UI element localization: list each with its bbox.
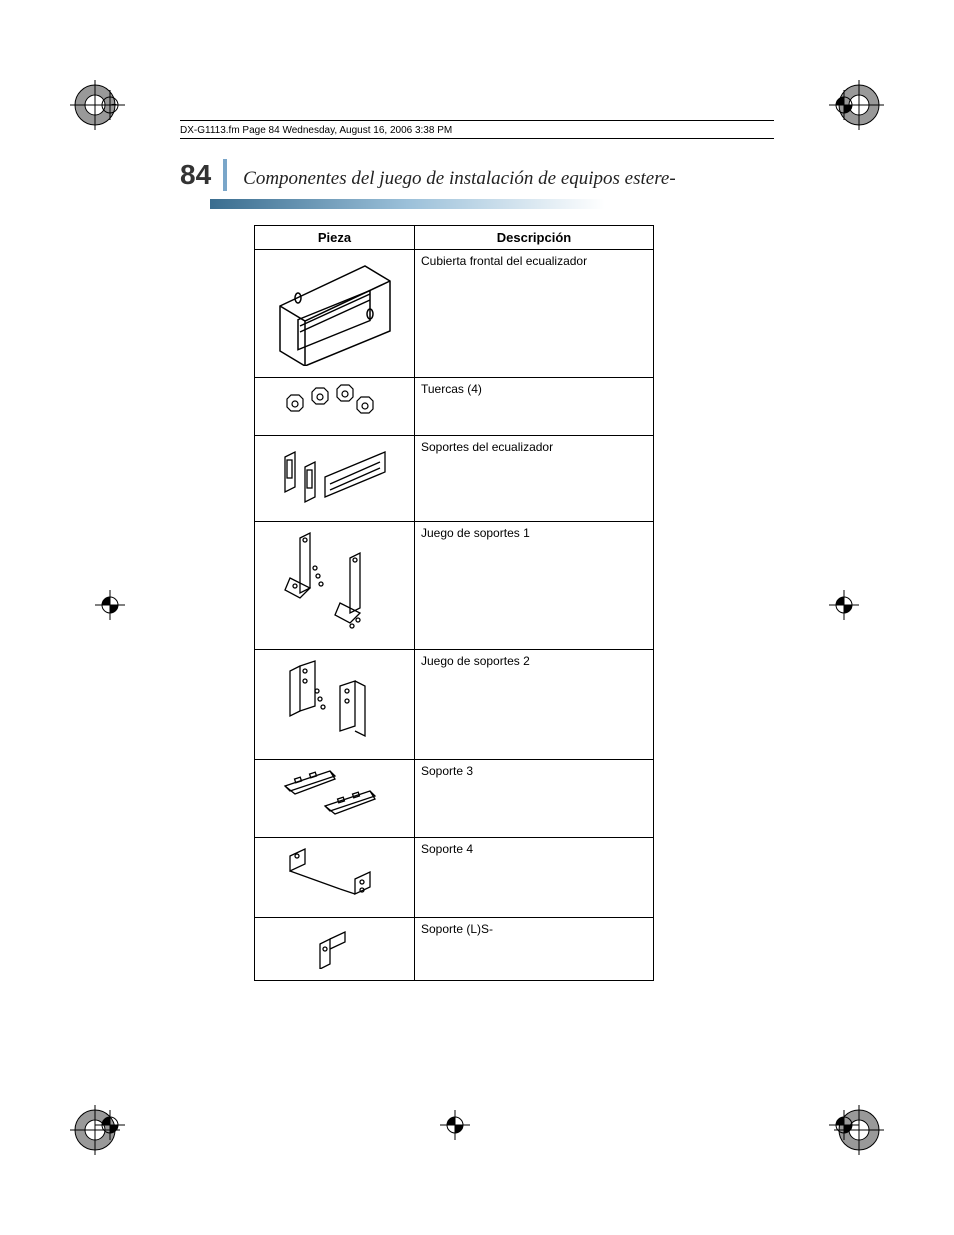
table-header-row: Pieza Descripción: [255, 226, 654, 250]
eq-brackets-icon: [280, 442, 390, 510]
table-row: Soporte (L)S-: [255, 918, 654, 981]
page-title: Componentes del juego de instalación de …: [243, 168, 676, 190]
part-image-cell: [255, 760, 415, 838]
col-pieza: Pieza: [255, 226, 415, 250]
part-desc: Juego de soportes 1: [415, 522, 654, 650]
part-desc: Soporte 3: [415, 760, 654, 838]
crop-mark-icon: [829, 1110, 859, 1140]
part-image-cell: [255, 838, 415, 918]
part-image-cell: [255, 378, 415, 436]
part-image-cell: [255, 522, 415, 650]
part-desc: Soporte 4: [415, 838, 654, 918]
bracket-ls-icon: [310, 924, 360, 969]
table-row: Soporte 4: [255, 838, 654, 918]
parts-table: Pieza Descripción: [254, 225, 654, 981]
part-image-cell: [255, 650, 415, 760]
col-desc: Descripción: [415, 226, 654, 250]
title-gradient: [210, 199, 774, 209]
page-content: DX-G1113.fm Page 84 Wednesday, August 16…: [180, 120, 774, 1105]
bracket3-icon: [280, 766, 390, 826]
page-number: 84: [180, 159, 227, 191]
title-row: 84 Componentes del juego de instalación …: [180, 159, 774, 191]
bracket-set2-icon: [285, 656, 385, 748]
part-desc: Soporte (L)S-: [415, 918, 654, 981]
part-desc: Cubierta frontal del ecualizador: [415, 250, 654, 378]
crop-mark-icon: [95, 590, 125, 620]
faceplate-icon: [270, 256, 400, 366]
part-image-cell: [255, 918, 415, 981]
table-row: Juego de soportes 1: [255, 522, 654, 650]
bracket4-icon: [280, 844, 390, 906]
table-row: Tuercas (4): [255, 378, 654, 436]
part-image-cell: [255, 250, 415, 378]
part-desc: Tuercas (4): [415, 378, 654, 436]
table-row: Soporte 3: [255, 760, 654, 838]
nuts-icon: [285, 384, 385, 424]
part-image-cell: [255, 436, 415, 522]
table-row: Soportes del ecualizador: [255, 436, 654, 522]
crop-mark-icon: [95, 90, 125, 120]
crop-mark-icon: [829, 90, 859, 120]
table-row: Cubierta frontal del ecualizador: [255, 250, 654, 378]
bracket-set1-icon: [280, 528, 390, 638]
crop-mark-icon: [95, 1110, 125, 1140]
doc-header: DX-G1113.fm Page 84 Wednesday, August 16…: [180, 121, 774, 139]
crop-mark-icon: [440, 1110, 470, 1140]
crop-mark-icon: [829, 590, 859, 620]
part-desc: Soportes del ecualizador: [415, 436, 654, 522]
table-row: Juego de soportes 2: [255, 650, 654, 760]
part-desc: Juego de soportes 2: [415, 650, 654, 760]
